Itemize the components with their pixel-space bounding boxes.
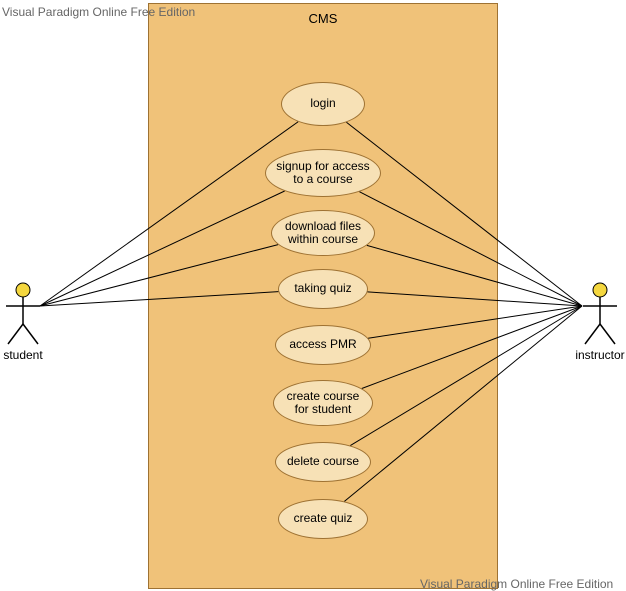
actor-label-instructor: instructor bbox=[560, 348, 626, 362]
usecase-delete-course: delete course bbox=[275, 442, 371, 482]
usecase-create-course: create course for student bbox=[273, 380, 373, 426]
actor-leg bbox=[23, 324, 38, 344]
usecase-pmr: access PMR bbox=[275, 325, 371, 365]
actor-label-student: student bbox=[0, 348, 63, 362]
actor-head-icon bbox=[16, 283, 30, 297]
watermark-bottom: Visual Paradigm Online Free Edition bbox=[420, 577, 613, 591]
actor-head-icon bbox=[593, 283, 607, 297]
actor-leg bbox=[8, 324, 23, 344]
watermark-top: Visual Paradigm Online Free Edition bbox=[2, 5, 195, 19]
usecase-create-quiz: create quiz bbox=[278, 499, 368, 539]
actor-leg bbox=[600, 324, 615, 344]
usecase-signup: signup for access to a course bbox=[265, 149, 381, 197]
usecase-download: download files within course bbox=[271, 210, 375, 256]
diagram-canvas: CMS login signup for access to a course do… bbox=[0, 0, 626, 591]
actor-leg bbox=[585, 324, 600, 344]
usecase-login: login bbox=[281, 82, 365, 126]
usecase-quiz: taking quiz bbox=[278, 269, 368, 309]
system-title: CMS bbox=[148, 11, 498, 26]
